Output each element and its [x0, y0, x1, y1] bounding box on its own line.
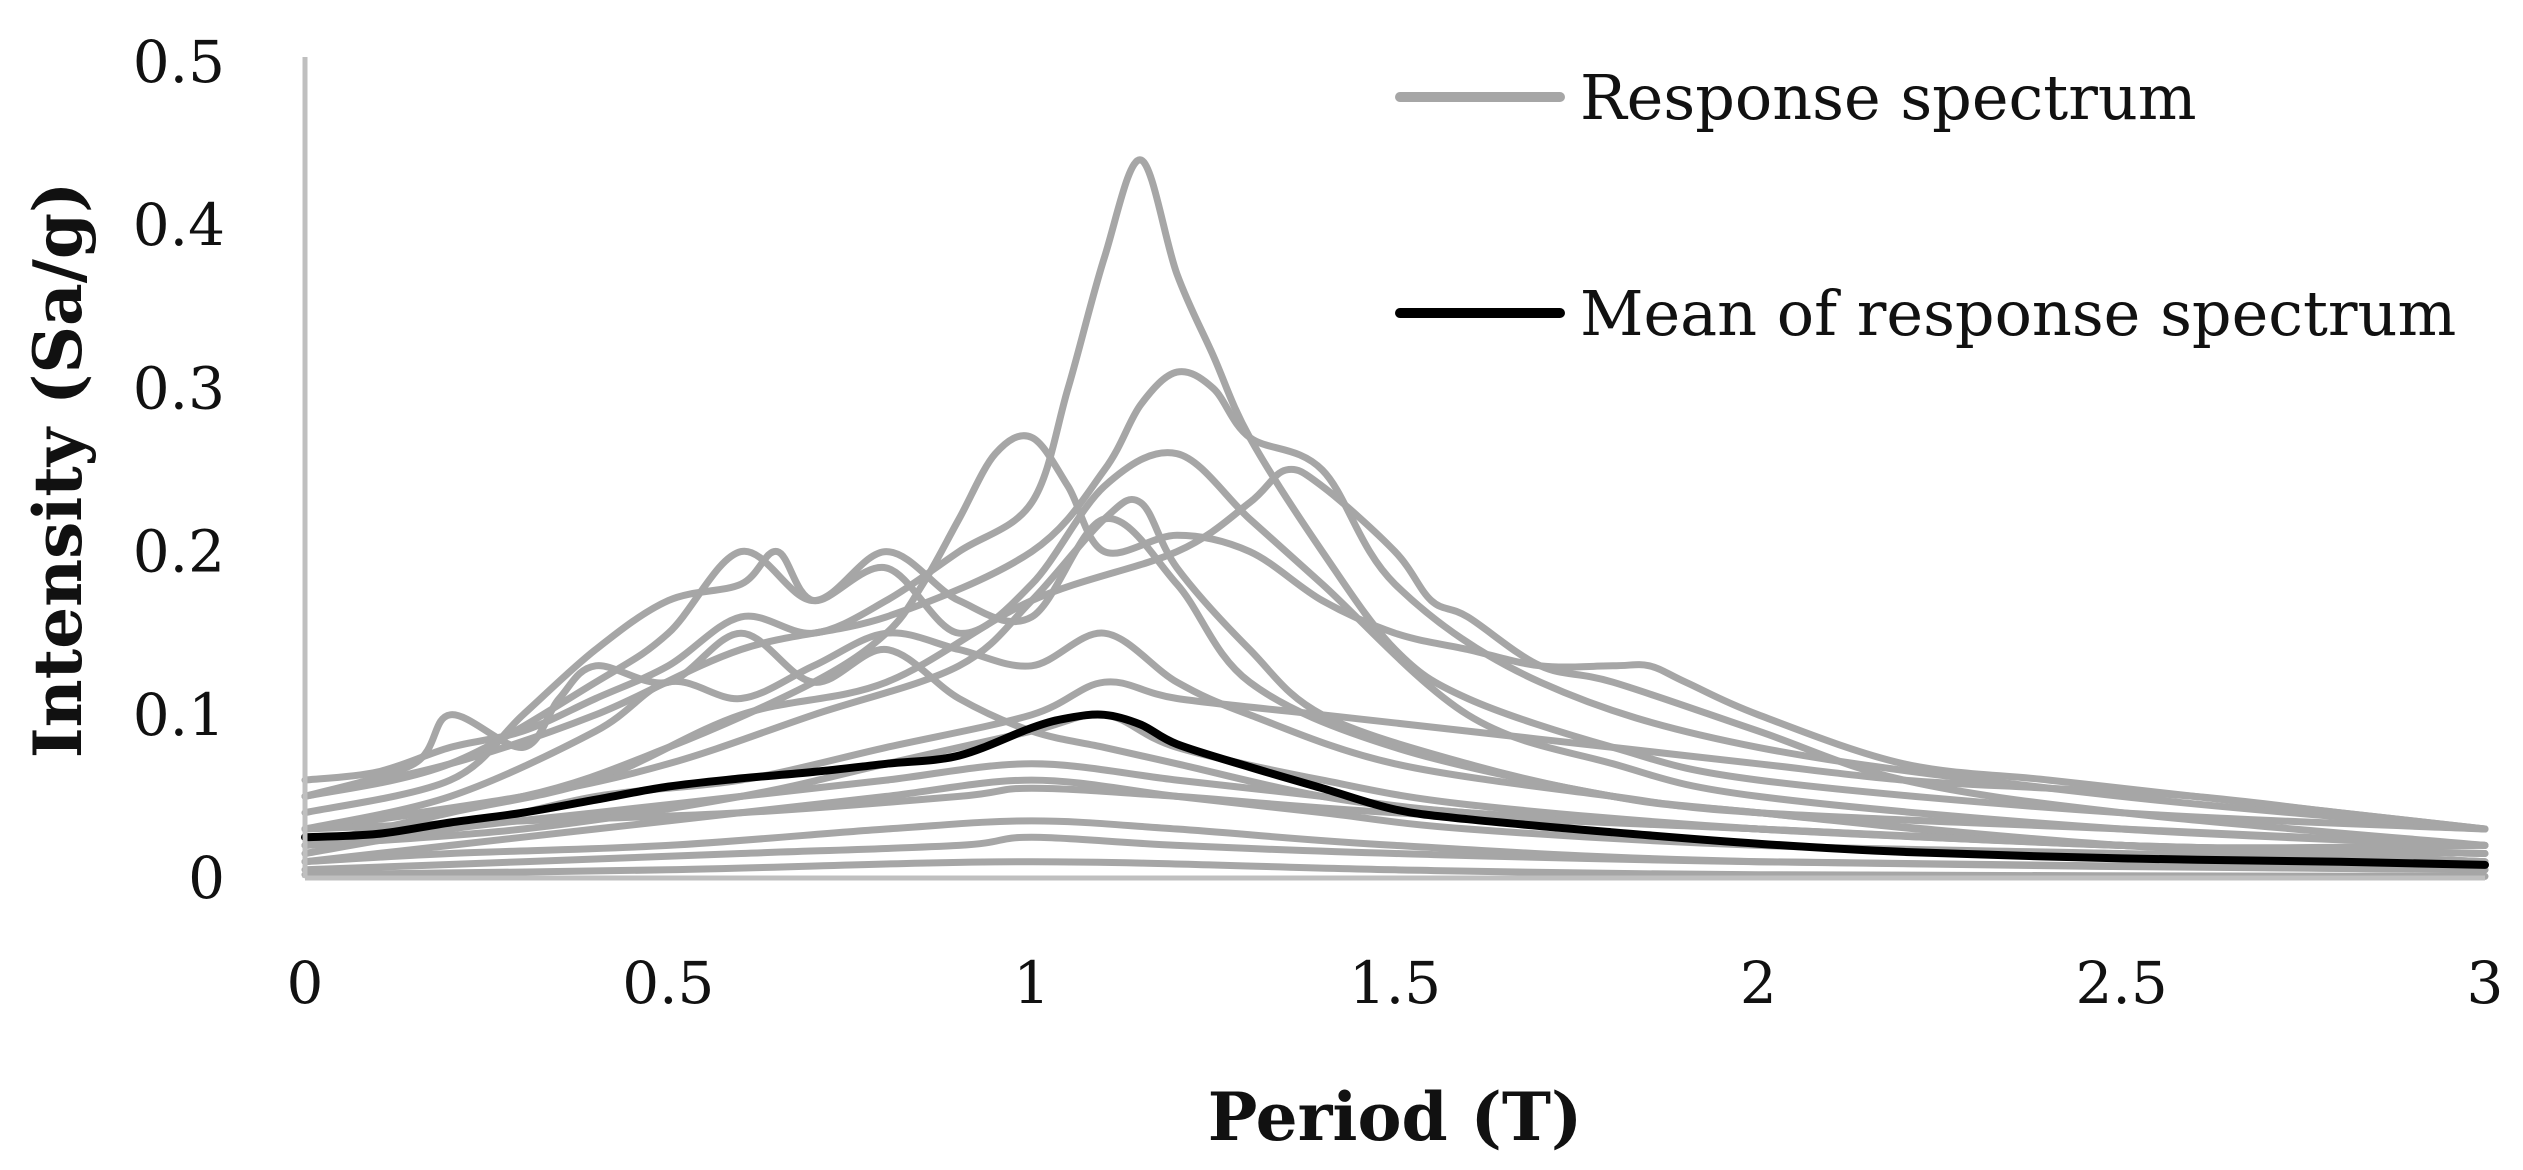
y-tick-label: 0.1 — [133, 681, 225, 749]
x-tick-label: 1 — [1013, 949, 1050, 1017]
y-axis-title: Intensity (Sa/g) — [19, 182, 97, 759]
x-tick-label: 2.5 — [2076, 949, 2168, 1017]
legend-label-mean: Mean of response spectrum — [1580, 277, 2456, 350]
response-spectrum-line-15 — [301, 784, 2489, 857]
legend-label-spectrum: Response spectrum — [1580, 61, 2197, 134]
response-spectrum-line-13 — [301, 710, 2489, 866]
response-spectrum-line-3 — [301, 449, 2489, 849]
response-spectrum-line-16 — [301, 817, 2489, 874]
y-tick-label: 0.4 — [133, 191, 225, 259]
x-tick-label: 1.5 — [1349, 949, 1441, 1017]
y-tick-label: 0.3 — [133, 354, 225, 422]
response-spectrum-line-4 — [301, 432, 2489, 833]
axis-layer — [302, 57, 2485, 881]
x-tick-label: 0 — [287, 949, 324, 1017]
y-tick-label: 0.2 — [133, 518, 225, 586]
x-tick-label: 0.5 — [622, 949, 714, 1017]
response-spectrum-line-1 — [301, 156, 2489, 833]
label-layer: 0 0.5 1 1.5 2 2.5 3 0 0.1 0.2 0.3 0.4 0.5 Period (T) I… — [19, 28, 2503, 1156]
x-tick-label: 2 — [1740, 949, 1777, 1017]
x-axis-title: Period (T) — [1208, 1078, 1582, 1156]
response-spectrum-line-10 — [301, 629, 2489, 849]
legend: Response spectrum Mean of response spectr… — [1395, 61, 2456, 350]
series-layer — [301, 156, 2489, 880]
y-tick-label: 0 — [188, 844, 225, 912]
x-tick-label: 3 — [2467, 949, 2504, 1017]
mean-series-line — [301, 710, 2489, 869]
y-tick-label: 0.5 — [133, 28, 225, 96]
response-spectrum-line-7 — [301, 495, 2489, 866]
